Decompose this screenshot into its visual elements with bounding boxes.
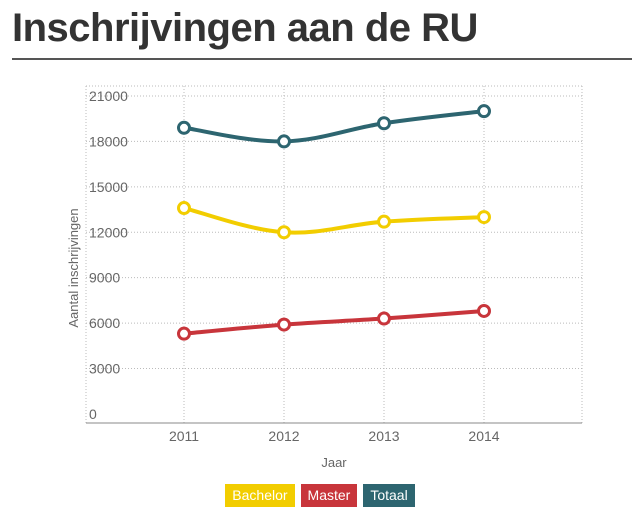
data-point-master (177, 326, 191, 341)
x-tick-label: 2014 (468, 428, 499, 444)
series-line-bachelor (182, 206, 486, 235)
x-tick-label: 2011 (169, 428, 199, 444)
data-point-master (377, 311, 391, 326)
y-tick-label: 6000 (89, 315, 120, 331)
chart-grid (86, 86, 582, 423)
data-point-bachelor (477, 210, 491, 225)
x-tick-label: 2012 (268, 428, 299, 444)
legend-item-bachelor[interactable]: Bachelor (225, 484, 295, 507)
series-lines (182, 109, 486, 336)
x-axis-label: Jaar (321, 455, 347, 470)
plot-frame (85, 85, 583, 424)
series-line-master (182, 308, 486, 336)
series-line-totaal (182, 109, 486, 144)
data-point-master (477, 303, 491, 318)
x-axis-ticks: 2011 2012 2013 2014 (169, 428, 500, 444)
data-point-totaal (377, 116, 391, 131)
chart-title: Inschrijvingen aan de RU (12, 6, 478, 50)
series-points (177, 104, 491, 341)
y-tick-label: 18000 (89, 133, 128, 149)
y-tick-label: 15000 (89, 179, 128, 195)
data-point-totaal (477, 104, 491, 119)
data-point-totaal (277, 134, 291, 149)
y-axis-label: Aantal inschrijvingen (66, 208, 81, 327)
y-axis-ticks: 0 3000 6000 9000 12000 15000 18000 21000 (89, 88, 128, 422)
data-point-master (277, 317, 291, 332)
legend-item-totaal[interactable]: Totaal (363, 484, 415, 507)
y-tick-label: 0 (89, 406, 97, 422)
y-tick-label: 12000 (89, 224, 128, 240)
x-tick-label: 2013 (368, 428, 399, 444)
chart-legend: Bachelor Master Totaal (0, 484, 640, 507)
y-tick-label: 9000 (89, 270, 120, 286)
y-tick-label: 3000 (89, 361, 120, 377)
data-point-bachelor (377, 214, 391, 229)
title-divider (12, 58, 632, 60)
data-point-bachelor (177, 201, 191, 216)
data-point-bachelor (277, 225, 291, 240)
y-tick-label: 21000 (89, 88, 128, 104)
data-point-totaal (177, 120, 191, 135)
legend-item-master[interactable]: Master (300, 484, 358, 507)
